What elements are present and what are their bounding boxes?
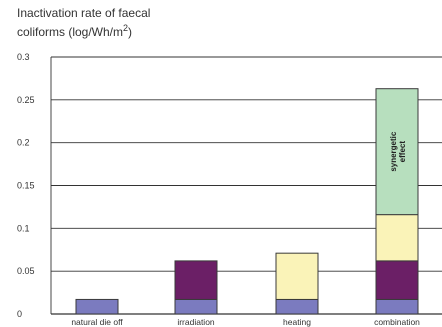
x-category-label: heating: [283, 317, 311, 327]
y-tick-label: 0.2: [17, 138, 30, 148]
bar-segment: [174, 260, 218, 300]
bar-segment: [375, 88, 419, 216]
chart-title-superscript: 2: [123, 23, 128, 33]
chart-title-line-2: coliforms (log/Wh/m2): [17, 23, 132, 39]
y-tick-label: 0.05: [17, 266, 35, 276]
bar-segment: [275, 298, 319, 315]
y-tick-label: 0.1: [17, 223, 30, 233]
annotation-line: effect: [398, 141, 407, 163]
x-category-label: natural die off: [71, 317, 123, 327]
bar-segment: [375, 214, 419, 262]
bar-segment: [375, 298, 419, 315]
chart-title-line-1: Inactivation rate of faecal: [17, 6, 150, 20]
labels-layer: 0 0.05 0.1 0.15 0.2 0.25 0.3 natural die off irr…: [17, 52, 420, 327]
bar-segment: [75, 298, 119, 315]
bar-segment: [174, 298, 218, 315]
y-tick-label: 0: [17, 309, 22, 319]
bar-segment: [375, 260, 419, 300]
x-category-label: irradiation: [177, 317, 215, 327]
x-category-label: combination: [374, 317, 420, 327]
y-tick-label: 0.3: [17, 52, 30, 62]
bar-segment: [275, 252, 319, 300]
synergetic-effect-annotation: synergeticeffect: [389, 131, 407, 172]
y-tick-label: 0.25: [17, 95, 35, 105]
annotation-line: synergetic: [389, 131, 398, 172]
bars-layer: [75, 88, 419, 315]
y-tick-label: 0.15: [17, 181, 35, 191]
